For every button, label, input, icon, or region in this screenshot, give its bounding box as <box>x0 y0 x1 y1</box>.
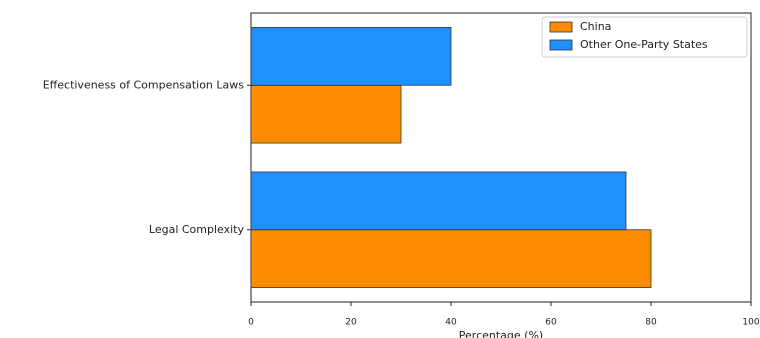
x-tick-label: 80 <box>645 318 657 328</box>
bar <box>250 27 452 86</box>
legend-label: Other One-Party States <box>580 38 708 51</box>
x-tick-label: 40 <box>445 318 457 328</box>
plot-frame <box>250 12 752 303</box>
x-axis-label: Percentage (%) <box>459 329 543 338</box>
x-tick-label: 20 <box>345 318 357 328</box>
x-tick-label: 60 <box>545 318 557 328</box>
bar <box>250 84 402 144</box>
x-tick-label: 0 <box>248 318 254 328</box>
y-tick-label: Effectiveness of Compensation Laws <box>43 78 245 91</box>
bar <box>250 229 652 288</box>
x-tick-label: 100 <box>742 318 759 328</box>
legend-box <box>541 16 748 58</box>
y-tick-label: Legal Complexity <box>149 223 245 236</box>
legend-label: China <box>580 20 611 33</box>
legend-swatch <box>549 21 573 33</box>
legend-swatch <box>549 39 573 51</box>
bar <box>250 171 627 231</box>
